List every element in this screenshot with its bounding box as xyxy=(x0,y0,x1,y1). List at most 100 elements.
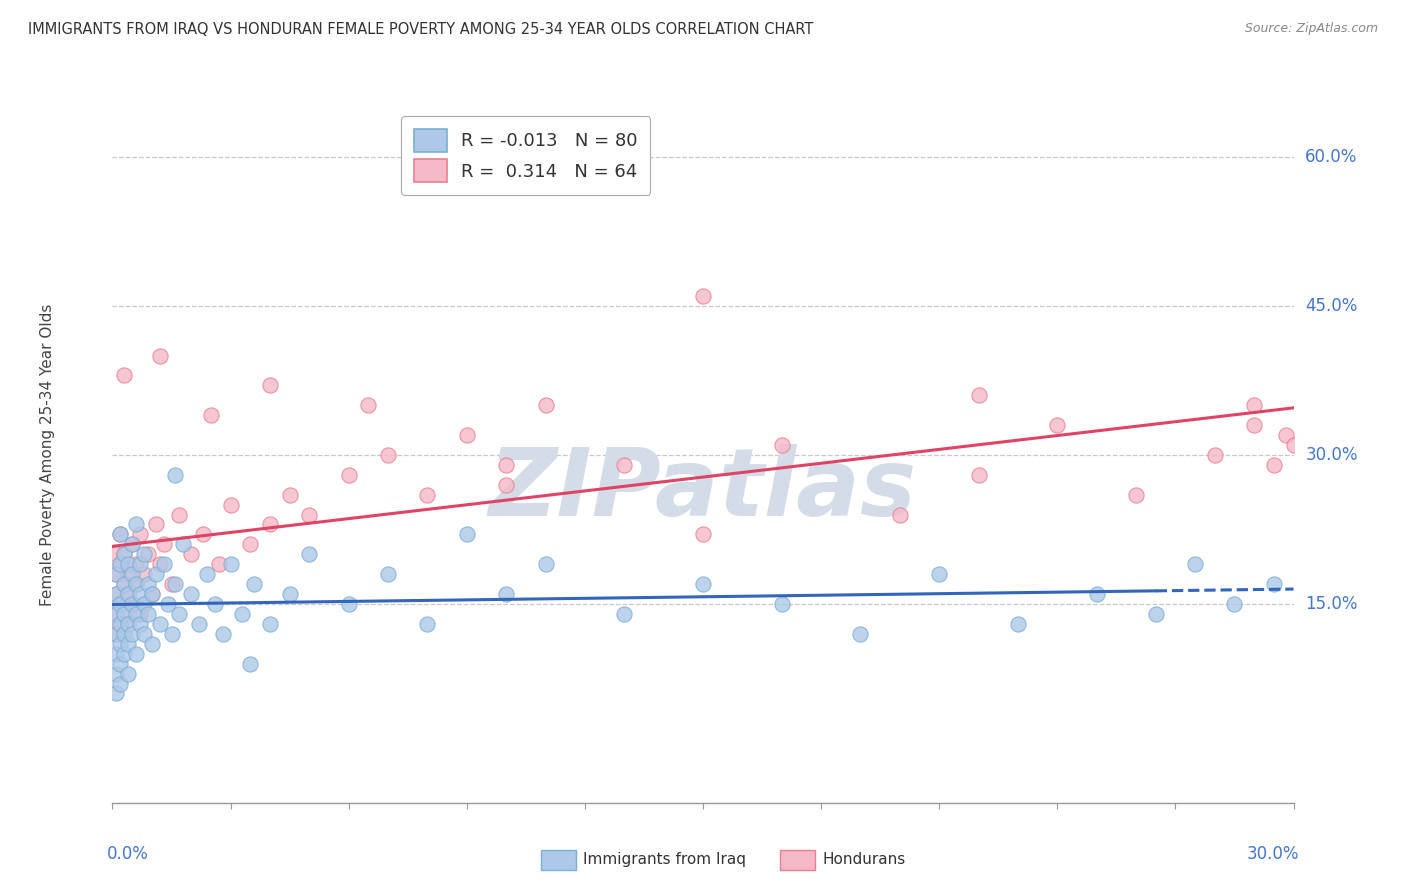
Point xyxy=(692,289,714,303)
Point xyxy=(121,537,143,551)
Point xyxy=(1274,428,1296,442)
Point xyxy=(112,607,135,621)
Point xyxy=(105,567,128,582)
Point xyxy=(141,587,163,601)
Point xyxy=(110,597,132,611)
Point xyxy=(613,607,636,621)
Point xyxy=(160,627,183,641)
Text: Female Poverty Among 25-34 Year Olds: Female Poverty Among 25-34 Year Olds xyxy=(39,304,55,606)
Text: 60.0%: 60.0% xyxy=(1305,148,1358,166)
Point xyxy=(129,587,152,601)
Point xyxy=(200,408,222,422)
Point xyxy=(110,657,132,671)
Point xyxy=(1263,577,1285,591)
Point xyxy=(112,547,135,561)
Text: ZIPatlas: ZIPatlas xyxy=(489,443,917,536)
Point xyxy=(204,597,226,611)
Point xyxy=(136,577,159,591)
Point xyxy=(208,558,231,572)
Point xyxy=(259,616,281,631)
Point xyxy=(110,597,132,611)
Point xyxy=(849,627,872,641)
Point xyxy=(121,597,143,611)
Point xyxy=(129,527,152,541)
Point xyxy=(105,587,128,601)
Point xyxy=(416,616,439,631)
Point xyxy=(145,567,167,582)
Point xyxy=(105,607,128,621)
Point xyxy=(889,508,911,522)
Point xyxy=(125,517,148,532)
Point xyxy=(239,657,262,671)
Point xyxy=(110,558,132,572)
Point xyxy=(156,597,179,611)
Point xyxy=(416,488,439,502)
Point xyxy=(105,627,128,641)
Point xyxy=(495,458,517,472)
Point xyxy=(172,537,194,551)
Point xyxy=(1144,607,1167,621)
Point xyxy=(117,637,139,651)
Point xyxy=(152,537,174,551)
Point xyxy=(112,627,135,641)
Text: 15.0%: 15.0% xyxy=(1305,595,1358,613)
Text: Hondurans: Hondurans xyxy=(823,853,905,867)
Point xyxy=(377,567,399,582)
Point xyxy=(1263,458,1285,472)
Point xyxy=(1204,448,1226,462)
Point xyxy=(259,378,281,392)
Point xyxy=(121,567,143,582)
Point xyxy=(211,627,233,641)
Point xyxy=(110,676,132,690)
Point xyxy=(1007,616,1029,631)
Point xyxy=(141,637,163,651)
Point xyxy=(112,577,135,591)
Point xyxy=(105,587,128,601)
Point xyxy=(105,666,128,681)
Text: 30.0%: 30.0% xyxy=(1247,845,1299,863)
Point xyxy=(165,577,187,591)
Point xyxy=(112,647,135,661)
Point xyxy=(219,498,242,512)
Point xyxy=(149,558,172,572)
Point xyxy=(231,607,253,621)
Point xyxy=(495,587,517,601)
Point xyxy=(495,477,517,491)
Point xyxy=(195,567,218,582)
Point xyxy=(770,438,793,452)
Point xyxy=(377,448,399,462)
Point xyxy=(129,607,152,621)
Point xyxy=(180,547,202,561)
Point xyxy=(117,587,139,601)
Point xyxy=(112,577,135,591)
Point xyxy=(125,607,148,621)
Point xyxy=(149,349,172,363)
Point xyxy=(112,368,135,383)
Point xyxy=(1046,418,1069,433)
Point xyxy=(160,577,183,591)
Point xyxy=(928,567,950,582)
Point xyxy=(125,558,148,572)
Point xyxy=(110,616,132,631)
Point xyxy=(132,567,155,582)
Point xyxy=(298,547,321,561)
Point xyxy=(152,558,174,572)
Text: Immigrants from Iraq: Immigrants from Iraq xyxy=(583,853,747,867)
Point xyxy=(456,428,478,442)
Point xyxy=(1085,587,1108,601)
Point xyxy=(967,388,990,402)
Point xyxy=(239,537,262,551)
Point xyxy=(121,627,143,641)
Point xyxy=(1282,438,1305,452)
Point xyxy=(298,508,321,522)
Point xyxy=(357,398,380,412)
Point xyxy=(967,467,990,482)
Point xyxy=(259,517,281,532)
Point xyxy=(141,587,163,601)
Point xyxy=(165,467,187,482)
Point xyxy=(456,527,478,541)
Point xyxy=(129,616,152,631)
Point xyxy=(1223,597,1246,611)
Point xyxy=(117,567,139,582)
Point xyxy=(110,616,132,631)
